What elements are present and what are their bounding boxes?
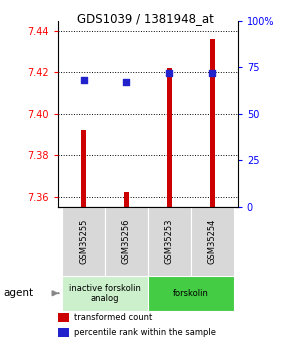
Bar	[191, 207, 233, 276]
Bar	[124, 193, 129, 207]
Text: forskolin: forskolin	[173, 289, 209, 298]
Point	[124, 79, 129, 85]
Bar	[210, 39, 215, 207]
Text: GSM35256: GSM35256	[122, 219, 131, 264]
Text: transformed count: transformed count	[74, 313, 153, 322]
Bar	[167, 68, 172, 207]
Point	[167, 70, 172, 76]
Bar	[81, 130, 86, 207]
Text: GDS1039 / 1381948_at: GDS1039 / 1381948_at	[77, 12, 213, 25]
Text: inactive forskolin
analog: inactive forskolin analog	[69, 284, 141, 303]
Point	[210, 70, 214, 76]
Bar	[62, 207, 105, 276]
Point	[81, 78, 86, 83]
Text: GSM35255: GSM35255	[79, 219, 88, 264]
Bar	[148, 276, 233, 310]
Text: GSM35254: GSM35254	[208, 219, 217, 264]
Text: percentile rank within the sample: percentile rank within the sample	[74, 328, 216, 337]
Bar	[58, 314, 69, 322]
Bar	[148, 207, 191, 276]
Text: GSM35253: GSM35253	[165, 219, 174, 264]
Bar	[105, 207, 148, 276]
Text: agent: agent	[3, 288, 33, 298]
Bar	[62, 276, 148, 310]
Bar	[58, 328, 69, 337]
